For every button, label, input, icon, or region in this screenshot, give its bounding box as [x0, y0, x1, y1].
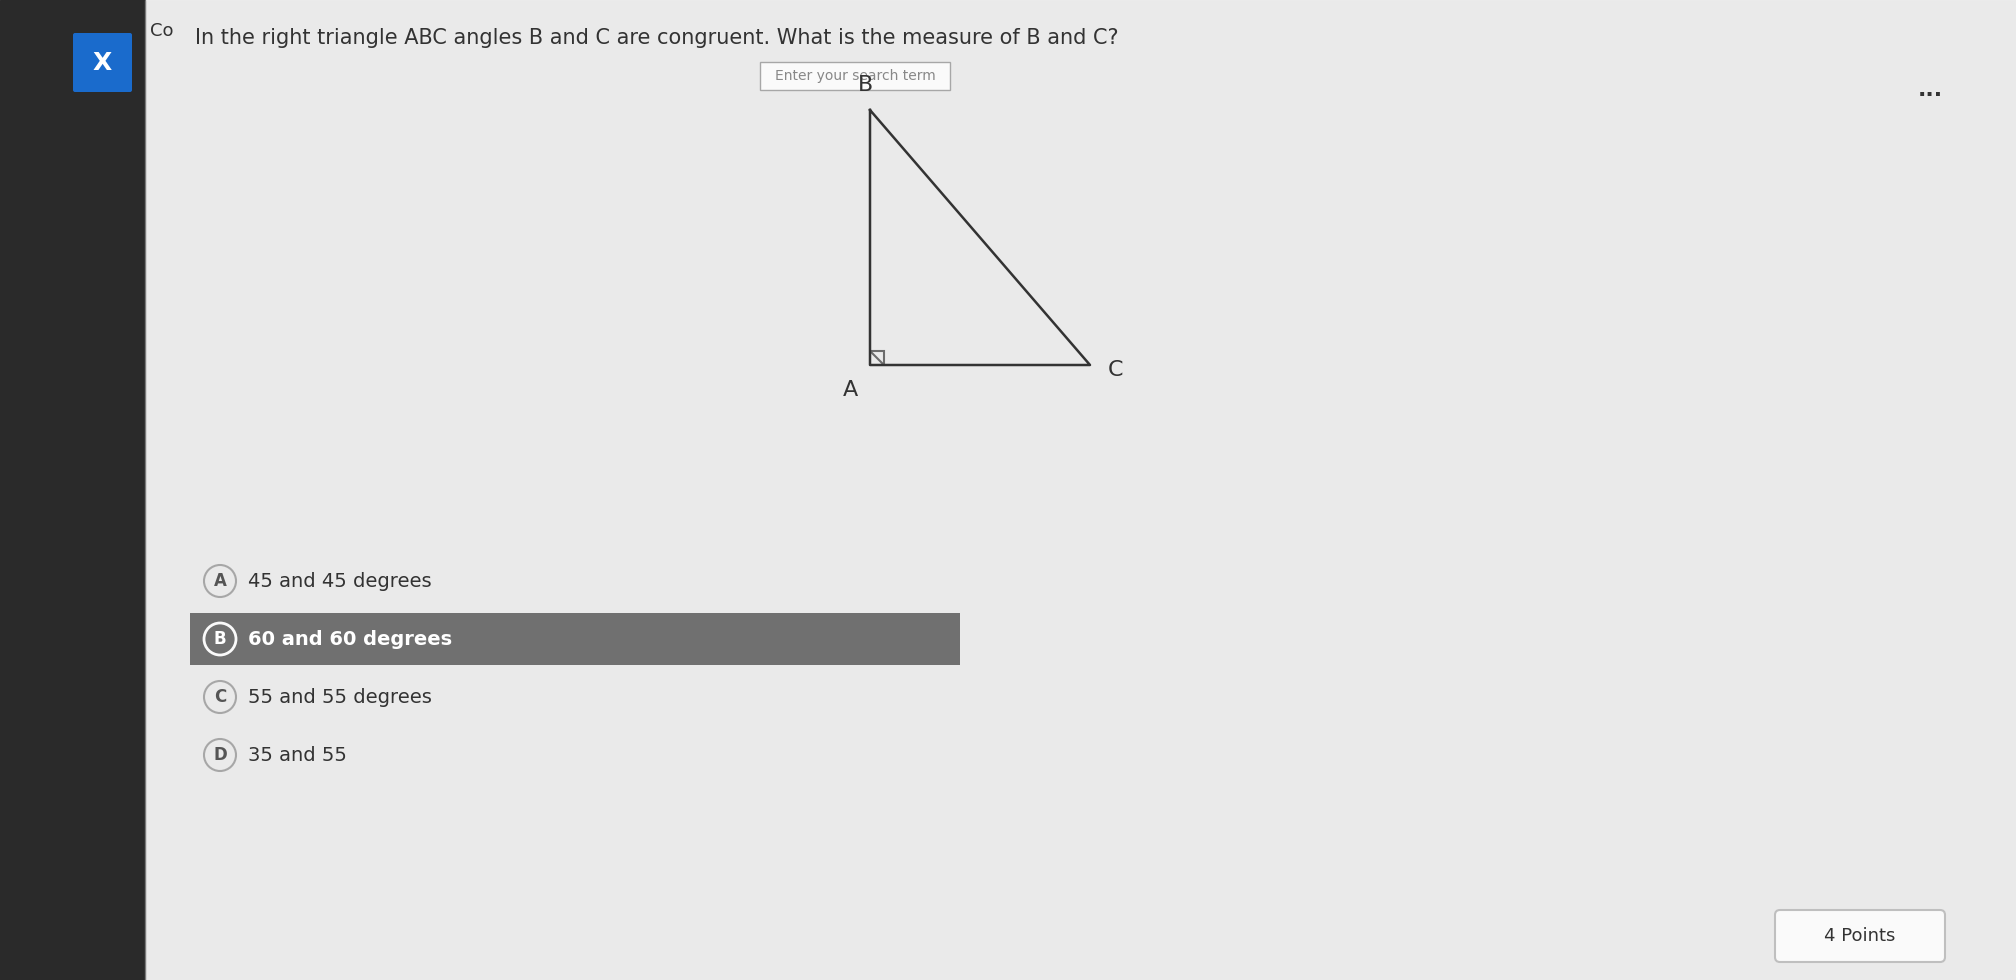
FancyBboxPatch shape: [190, 613, 960, 665]
Bar: [0, 0, 145, 980]
Text: A: A: [843, 380, 857, 400]
Text: ...: ...: [1917, 80, 1943, 100]
Text: Enter your search term: Enter your search term: [774, 69, 935, 83]
Text: B: B: [857, 75, 873, 95]
Text: 55 and 55 degrees: 55 and 55 degrees: [248, 688, 431, 707]
Text: X: X: [93, 51, 111, 75]
FancyBboxPatch shape: [760, 62, 950, 90]
Text: D: D: [214, 746, 228, 764]
Text: B: B: [214, 630, 226, 648]
FancyBboxPatch shape: [73, 33, 131, 92]
Text: 4 Points: 4 Points: [1824, 927, 1895, 945]
Circle shape: [204, 623, 236, 655]
Text: In the right triangle ABC angles B and C are congruent. What is the measure of B: In the right triangle ABC angles B and C…: [196, 28, 1119, 48]
Text: Co: Co: [149, 22, 173, 40]
Text: C: C: [1109, 360, 1123, 380]
Text: A: A: [214, 572, 226, 590]
Text: C: C: [214, 688, 226, 706]
Text: 45 and 45 degrees: 45 and 45 degrees: [248, 571, 431, 591]
Text: 35 and 55: 35 and 55: [248, 746, 347, 764]
Text: 60 and 60 degrees: 60 and 60 degrees: [248, 629, 452, 649]
FancyBboxPatch shape: [1774, 910, 1945, 962]
